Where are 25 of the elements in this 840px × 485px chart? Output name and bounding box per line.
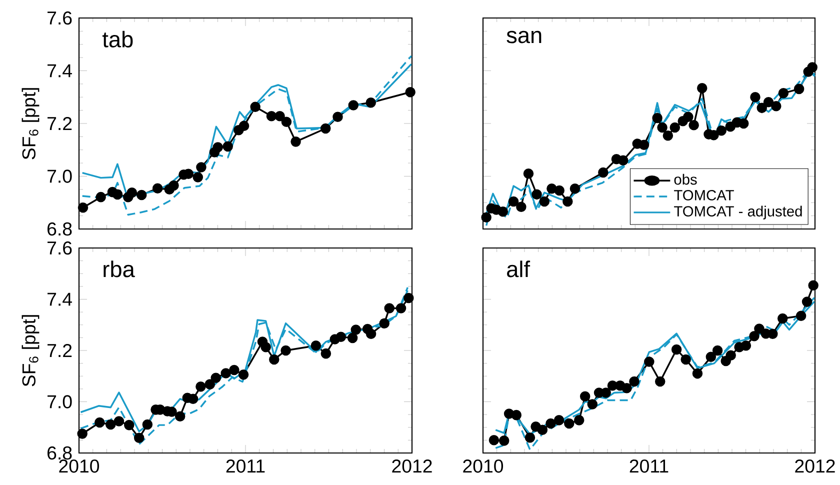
x-tick-label: 2010 [463,459,504,473]
y-tick-label: 7.6 [48,11,72,25]
x-tick-label: 2011 [630,459,668,473]
y-tick-label: 7.0 [48,170,72,183]
y-tick-label: 7.4 [48,292,72,306]
y-tick-label: 7.2 [48,344,72,358]
x-tick-label: 2012 [795,459,835,473]
y-tick-label: 7.6 [48,241,72,255]
y-axis-title: SF$_{6}$ [ppt] [22,315,40,386]
chart-title: tab [102,30,133,48]
chart-title: san [506,30,542,44]
chart-title: alf [507,260,530,278]
y-tick-label: 7.4 [48,64,72,78]
y-axis-title: SF$_{6}$ [ppt] [22,88,40,160]
legend-label: obs [674,174,697,185]
x-tick-label: 2012 [392,459,432,473]
x-tick-label: 2010 [59,459,100,473]
legend-label: TOMCAT [674,190,734,200]
y-tick-label: 6.8 [48,446,72,460]
y-tick-label: 7.2 [48,116,72,130]
legend-label: TOMCAT - adjusted [674,206,802,220]
x-tick-label: 2011 [226,459,265,473]
y-tick-label: 6.8 [48,222,72,236]
chart-title: rba [104,260,135,278]
y-tick-label: 7.0 [48,395,72,408]
